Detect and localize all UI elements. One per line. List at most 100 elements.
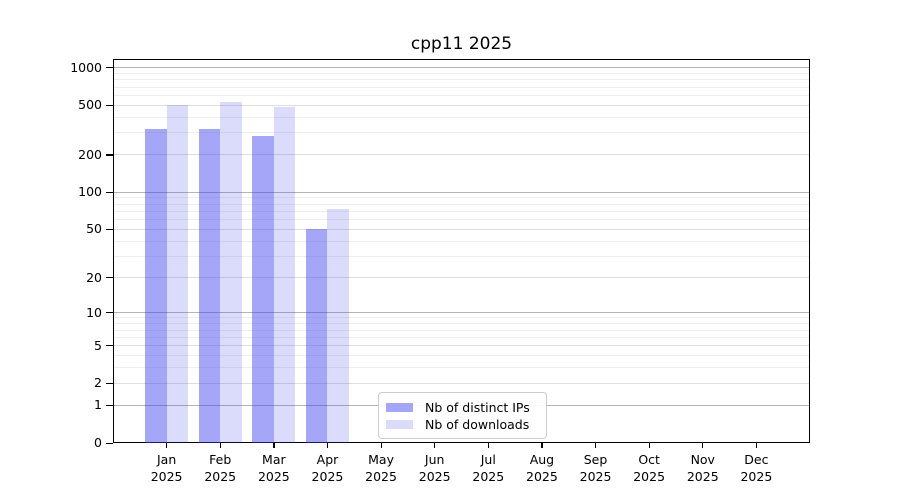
x-tick-label-line: Jul xyxy=(480,452,496,467)
gridline xyxy=(114,345,809,347)
plot-area xyxy=(113,59,810,443)
x-tick-label-line: Aug xyxy=(529,452,555,467)
legend-swatch-downloads xyxy=(386,420,413,429)
y-tick-mark xyxy=(106,104,113,106)
bar-downloads xyxy=(327,209,349,443)
gridline xyxy=(114,203,809,205)
y-tick-mark xyxy=(106,154,113,156)
gridline xyxy=(114,132,809,134)
bar-downloads xyxy=(166,105,189,443)
x-tick-label-line: 2025 xyxy=(311,469,344,484)
x-tick-mark xyxy=(487,443,489,448)
y-tick-label: 5 xyxy=(94,337,102,353)
bar-distinct-ips xyxy=(305,229,328,443)
legend-item: Nb of downloads xyxy=(386,417,536,432)
gridline xyxy=(114,104,809,106)
x-tick-label-line: 2025 xyxy=(418,469,451,484)
y-tick-label: 1 xyxy=(94,397,102,413)
gridline xyxy=(114,255,809,257)
x-tick-mark xyxy=(219,443,221,448)
x-tick-label-line: May xyxy=(368,452,394,467)
x-tick-label: Apr 2025 xyxy=(295,451,359,485)
x-tick-mark xyxy=(380,443,382,448)
gridline xyxy=(114,382,809,384)
x-tick-label: Oct 2025 xyxy=(617,451,681,485)
gridline xyxy=(114,367,809,369)
legend-label: Nb of distinct IPs xyxy=(425,400,530,415)
gridline xyxy=(114,312,809,314)
x-tick-label-line: 2025 xyxy=(472,469,505,484)
bar-distinct-ips xyxy=(198,129,221,443)
y-tick-label: 500 xyxy=(78,97,102,113)
gridline xyxy=(114,72,809,74)
bar-distinct-ips xyxy=(252,136,274,443)
gridline xyxy=(114,317,809,319)
gridline xyxy=(114,277,809,279)
x-tick-label-line: 2025 xyxy=(579,469,612,484)
x-tick-mark xyxy=(755,443,758,448)
x-tick-label-line: 2025 xyxy=(150,469,183,484)
x-tick-mark xyxy=(702,443,704,448)
gridline xyxy=(114,94,809,96)
x-tick-label-line: Jun xyxy=(424,452,445,467)
x-tick-label: Mar 2025 xyxy=(242,451,306,485)
gridline xyxy=(114,154,809,156)
y-tick-label: 200 xyxy=(78,146,102,162)
gridline xyxy=(114,210,809,212)
y-tick-mark xyxy=(106,312,113,314)
y-tick-mark xyxy=(106,67,113,69)
bar-downloads xyxy=(220,101,242,443)
gridline xyxy=(114,240,809,242)
legend-swatch-distinct-ips xyxy=(386,403,413,412)
gridline xyxy=(114,86,809,88)
y-tick-label: 0 xyxy=(94,435,102,450)
y-tick-mark xyxy=(106,277,113,279)
x-tick-label-line: Feb xyxy=(209,452,232,467)
x-tick-label-line: Nov xyxy=(690,452,715,467)
x-tick-mark xyxy=(648,443,650,448)
gridline xyxy=(114,323,809,325)
y-tick-mark xyxy=(106,404,113,407)
x-tick-label-line: 2025 xyxy=(365,469,397,484)
y-tick-label: 50 xyxy=(86,221,102,237)
x-tick-label-line: Oct xyxy=(638,452,660,467)
legend-label: Nb of downloads xyxy=(425,417,530,432)
x-tick-mark xyxy=(434,443,436,448)
gridline xyxy=(114,116,809,118)
x-tick-label: Jan 2025 xyxy=(135,451,199,485)
gridline xyxy=(114,197,809,199)
y-tick-mark xyxy=(106,345,113,347)
x-tick-label-line: 2025 xyxy=(740,469,773,484)
y-tick-label: 1000 xyxy=(70,59,102,75)
x-tick-mark xyxy=(273,443,275,448)
legend: Nb of distinct IPs Nb of downloads xyxy=(378,392,547,439)
x-tick-mark xyxy=(326,443,329,448)
x-tick-label-line: 2025 xyxy=(257,469,290,484)
x-tick-mark xyxy=(166,443,168,448)
gridline xyxy=(114,191,809,193)
legend-item: Nb of distinct IPs xyxy=(386,400,536,415)
x-tick-label-line: Jan xyxy=(156,452,177,467)
x-tick-label-line: 2025 xyxy=(633,469,666,484)
y-tick-label: 20 xyxy=(86,269,102,285)
gridline xyxy=(114,336,809,338)
x-tick-label: Dec 2025 xyxy=(724,451,788,485)
bar-distinct-ips xyxy=(145,129,167,443)
gridline xyxy=(114,67,809,69)
x-tick-label: Jul 2025 xyxy=(456,451,520,485)
y-tick-mark xyxy=(106,191,113,193)
x-tick-mark xyxy=(541,443,543,448)
x-tick-label-line: Apr xyxy=(316,452,339,467)
chart-title: cpp11 2025 xyxy=(410,34,513,54)
x-tick-label-line: 2025 xyxy=(686,469,719,484)
x-tick-label-line: 2025 xyxy=(526,469,558,484)
y-tick-label: 100 xyxy=(78,184,102,200)
x-tick-label: Feb 2025 xyxy=(188,451,252,485)
gridline xyxy=(114,219,809,221)
y-tick-mark xyxy=(106,442,113,444)
x-tick-label-line: Mar xyxy=(262,452,286,467)
y-tick-mark xyxy=(106,228,113,231)
y-tick-label: 10 xyxy=(86,304,102,320)
x-tick-label-line: Sep xyxy=(583,452,608,467)
